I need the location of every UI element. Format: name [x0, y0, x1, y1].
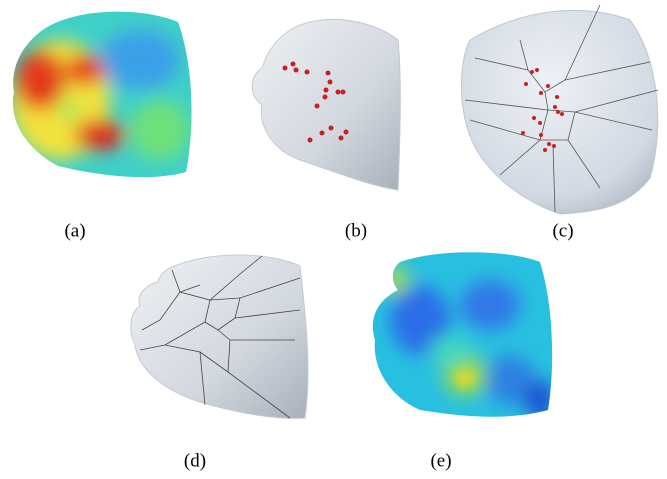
panel-a-shape	[12, 11, 192, 178]
panel-label: (b)	[345, 220, 367, 241]
panel-label: (a)	[64, 220, 85, 241]
panel-d-shape	[130, 254, 309, 419]
panel-label: (e)	[430, 450, 451, 471]
panel-c-shape	[461, 4, 659, 215]
panel-label: (d)	[184, 450, 206, 471]
panel-e-shape	[372, 252, 553, 417]
panel-b-shape	[251, 18, 401, 191]
panel-label: (c)	[552, 220, 573, 241]
